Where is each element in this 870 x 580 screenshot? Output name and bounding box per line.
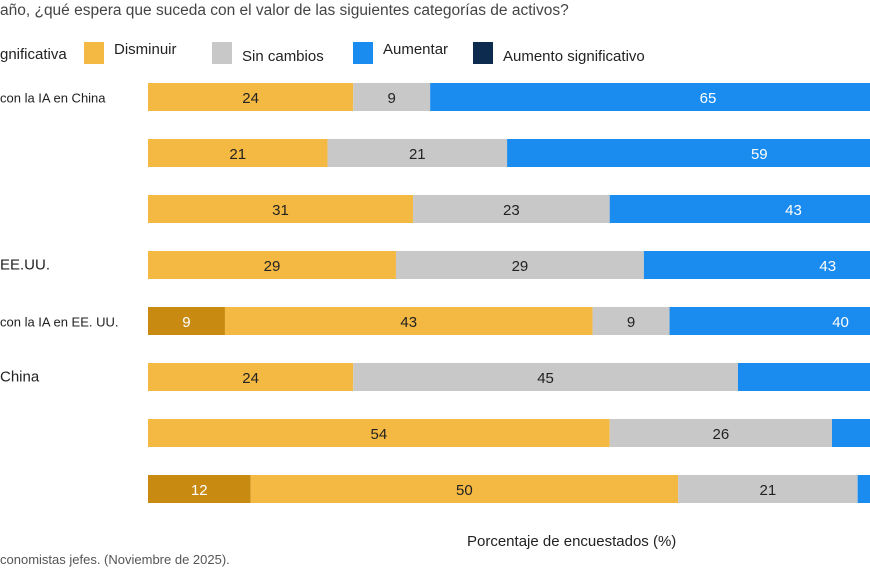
data-label: 59 bbox=[751, 146, 768, 163]
bar-segment bbox=[224, 307, 593, 335]
data-label: 24 bbox=[242, 370, 259, 387]
chart-question: año, ¿qué espera que suceda con el valor… bbox=[0, 2, 569, 19]
bar-segment bbox=[643, 251, 870, 279]
data-label: 45 bbox=[537, 370, 554, 387]
bar-segment bbox=[609, 419, 832, 447]
source-note: conomistas jefes. (Noviembre de 2025). bbox=[0, 552, 230, 567]
bar-segment bbox=[148, 307, 225, 335]
legend-label: Aumento significativo bbox=[503, 47, 645, 65]
legend-item-strong-increase: Aumento significativo bbox=[473, 42, 645, 65]
legend-label: gnificativa bbox=[0, 46, 67, 63]
legend-item-decrease: Disminuir bbox=[84, 40, 177, 64]
data-label: 9 bbox=[627, 314, 635, 331]
data-label: 21 bbox=[760, 482, 777, 499]
data-label: 29 bbox=[512, 258, 529, 275]
bar-segment bbox=[592, 307, 670, 335]
bar-segment bbox=[148, 195, 414, 223]
data-label: 43 bbox=[400, 314, 417, 331]
legend-swatch bbox=[84, 42, 104, 64]
bar-segment bbox=[148, 475, 251, 503]
legend-label: Disminuir bbox=[114, 40, 177, 58]
bar-segment bbox=[148, 251, 396, 279]
data-label: 9 bbox=[182, 314, 190, 331]
data-label: 65 bbox=[700, 90, 717, 107]
row-label: China bbox=[0, 368, 40, 386]
x-axis-label: Porcentaje de encuestados (%) bbox=[467, 533, 677, 550]
legend-label: Sin cambios bbox=[242, 47, 324, 65]
data-label: 9 bbox=[388, 90, 396, 107]
data-label: 40 bbox=[832, 314, 849, 331]
legend-swatch bbox=[353, 42, 373, 64]
data-label: 21 bbox=[229, 146, 246, 163]
bar-segment bbox=[250, 475, 679, 503]
data-label: 43 bbox=[785, 202, 802, 219]
bar-segment bbox=[353, 83, 431, 111]
legend-item-strong-decrease: gnificativa bbox=[0, 46, 67, 63]
bar-segment bbox=[148, 139, 328, 167]
legend-swatch bbox=[473, 42, 493, 64]
legend-item-no-change: Sin cambios bbox=[212, 42, 324, 65]
bar-segment bbox=[148, 419, 610, 447]
bar-segment bbox=[737, 363, 870, 391]
legend-item-increase: Aumentar bbox=[353, 40, 449, 64]
data-label: 12 bbox=[191, 482, 208, 499]
bar-segment bbox=[669, 307, 870, 335]
bar-segment bbox=[395, 251, 644, 279]
data-label: 43 bbox=[819, 258, 836, 275]
data-label: 54 bbox=[371, 426, 388, 443]
data-label: 24 bbox=[242, 90, 259, 107]
data-label: 26 bbox=[713, 426, 730, 443]
bar-segment bbox=[148, 363, 354, 391]
data-label: 21 bbox=[409, 146, 426, 163]
bar-segment bbox=[507, 139, 870, 167]
bar-segment bbox=[832, 419, 870, 447]
bar-segment bbox=[327, 139, 508, 167]
legend-label: Aumentar bbox=[383, 40, 449, 58]
bar-segment bbox=[609, 195, 870, 223]
legend-swatch bbox=[212, 42, 232, 64]
row-label: EE.UU. bbox=[0, 256, 51, 274]
data-label: 23 bbox=[503, 202, 520, 219]
row-label: con la IA en China bbox=[0, 90, 106, 106]
bar-segment bbox=[148, 83, 354, 111]
data-label: 31 bbox=[272, 202, 289, 219]
bar-segment bbox=[857, 475, 870, 503]
bar-segment bbox=[353, 363, 738, 391]
row-label: con la IA en EE. UU. bbox=[0, 314, 119, 330]
bar-segment bbox=[430, 83, 870, 111]
data-label: 29 bbox=[264, 258, 281, 275]
bar-segment bbox=[678, 475, 858, 503]
bar-segment bbox=[413, 195, 610, 223]
data-label: 50 bbox=[456, 482, 473, 499]
